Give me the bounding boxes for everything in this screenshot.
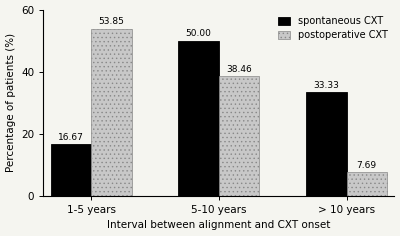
Bar <box>219 76 259 196</box>
Text: 50.00: 50.00 <box>186 30 212 38</box>
Text: 33.33: 33.33 <box>313 81 339 90</box>
Bar <box>51 144 91 196</box>
Bar <box>91 29 132 196</box>
Bar <box>178 41 219 196</box>
X-axis label: Interval between alignment and CXT onset: Interval between alignment and CXT onset <box>107 220 330 230</box>
Y-axis label: Percentage of patients (%): Percentage of patients (%) <box>6 33 16 172</box>
Text: 16.67: 16.67 <box>58 133 84 142</box>
Text: 7.69: 7.69 <box>357 161 377 170</box>
Legend: spontaneous CXT, postoperative CXT: spontaneous CXT, postoperative CXT <box>276 14 390 42</box>
Text: 38.46: 38.46 <box>226 65 252 74</box>
Text: 53.85: 53.85 <box>98 17 124 26</box>
Bar <box>346 172 387 196</box>
Bar <box>306 92 346 196</box>
